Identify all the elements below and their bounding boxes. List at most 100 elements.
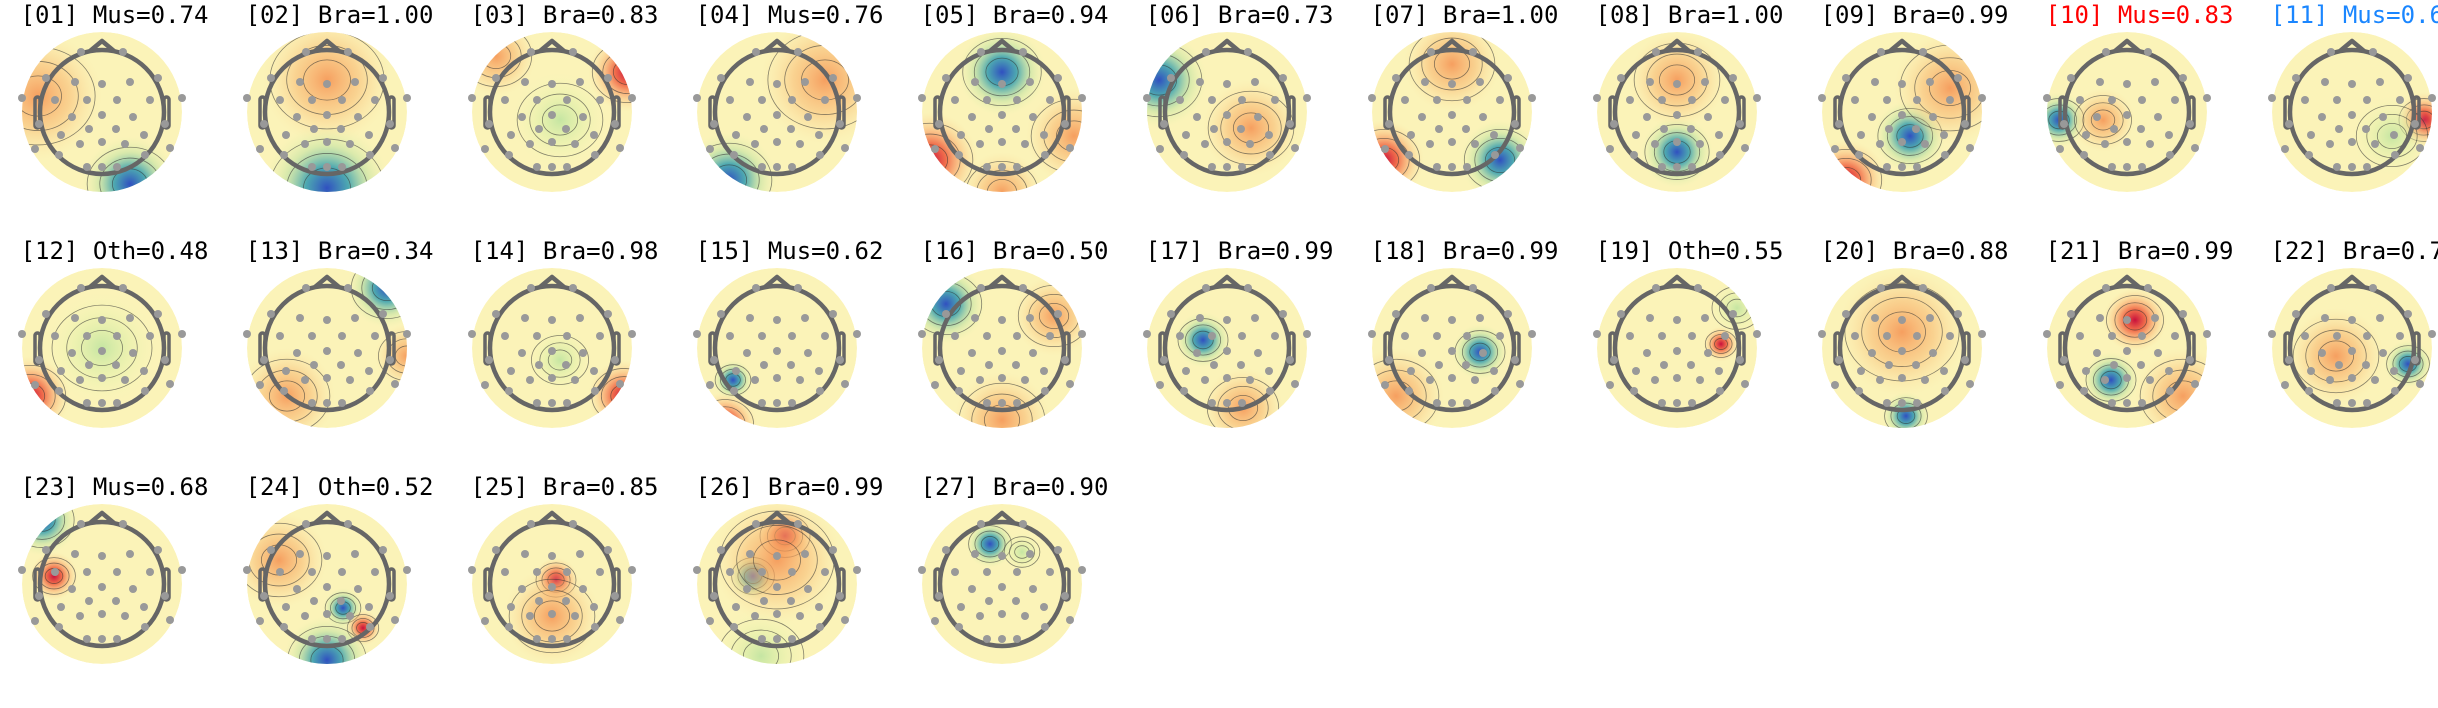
sensor-dot <box>1941 387 1949 395</box>
sensor-dot <box>1208 163 1216 171</box>
contour-line <box>1184 324 1222 356</box>
sensor-dot <box>2348 316 2356 324</box>
sensor-dot <box>2321 78 2329 86</box>
topomap <box>1593 32 1761 192</box>
left-ear-icon <box>258 331 267 366</box>
component-panel: [02] Bra=1.00 <box>227 0 452 236</box>
sensor-dot <box>1898 111 1906 119</box>
sensor-dot <box>957 131 965 139</box>
sensor-dot <box>591 387 599 395</box>
sensor-dot <box>732 131 740 139</box>
contour-line <box>2090 109 2116 131</box>
sensor-dot <box>1244 48 1252 56</box>
sensor-dot <box>998 80 1006 88</box>
sensor-dot <box>1652 48 1660 56</box>
sensor-dot <box>1857 367 1865 375</box>
sensor-dot <box>121 376 129 384</box>
sensor-dot <box>611 120 619 128</box>
sensor-dot <box>773 138 781 146</box>
sensor-dot <box>2043 94 2051 102</box>
sensor-dot <box>119 520 127 528</box>
sensor-dot <box>1835 120 1843 128</box>
contour-line <box>1709 334 1733 354</box>
sensor-dot <box>310 597 318 605</box>
sensor-dot <box>113 96 121 104</box>
left-ear-icon <box>483 567 492 602</box>
sensor-dot <box>1012 125 1020 133</box>
component-panel: [15] Mus=0.62 <box>677 236 902 472</box>
sensor-dot <box>301 376 309 384</box>
sensor-dot <box>2363 96 2371 104</box>
sensor-dot <box>1061 592 1069 600</box>
sensor-dot <box>821 96 829 104</box>
sensor-dot <box>794 520 802 528</box>
sensor-dot <box>1626 96 1634 104</box>
sensor-dot <box>1673 80 1681 88</box>
sensor-dot <box>931 145 939 153</box>
sensor-dot <box>998 399 1006 407</box>
sensor-dot <box>1871 314 1879 322</box>
right-ear-icon <box>1062 95 1071 130</box>
component-label: [02] Bra=1.00 <box>245 1 434 29</box>
sensor-dot <box>1630 387 1638 395</box>
contour-line <box>1822 149 1883 192</box>
sensor-dot <box>1687 361 1695 369</box>
sensor-dot <box>2186 356 2194 364</box>
sensor-dot <box>1966 380 1974 388</box>
contour-line <box>1192 330 1214 350</box>
sensor-dot <box>1646 78 1654 86</box>
sensor-dot <box>323 80 331 88</box>
sensor-dot <box>1593 330 1601 338</box>
nose-icon <box>763 510 791 525</box>
sensor-dot <box>1463 332 1471 340</box>
component-panel: [08] Bra=1.00 <box>1577 0 1802 236</box>
sensor-dot <box>1673 316 1681 324</box>
sensor-dot <box>2060 356 2068 364</box>
sensor-dot <box>2060 120 2068 128</box>
topomap <box>918 32 1086 192</box>
contour-line <box>980 536 1000 552</box>
sensor-dot <box>403 566 411 574</box>
sensor-dot <box>1479 349 1487 357</box>
right-ear-icon <box>1062 331 1071 366</box>
sensor-dot <box>998 347 1006 355</box>
sensor-dot <box>1054 310 1062 318</box>
sensor-dot <box>773 80 781 88</box>
sensor-dot <box>1013 399 1021 407</box>
sensor-dot <box>1660 361 1668 369</box>
sensor-dot <box>1913 163 1921 171</box>
sensor-dot <box>2379 349 2387 357</box>
sensor-dot <box>2348 138 2356 146</box>
sensor-dot <box>1688 96 1696 104</box>
sensor-dot <box>1898 163 1906 171</box>
sensor-dot <box>2067 310 2075 318</box>
sensor-dot <box>743 113 751 121</box>
contour-line <box>2386 345 2430 383</box>
left-ear-icon <box>2283 95 2292 130</box>
sensor-dot <box>526 612 534 620</box>
sensor-dot <box>1061 120 1069 128</box>
sensor-dot <box>1673 347 1681 355</box>
component-label: [04] Mus=0.76 <box>695 1 884 29</box>
sensor-dot <box>346 612 354 620</box>
sensor-dot <box>2376 78 2384 86</box>
sensor-dot <box>344 284 352 292</box>
sensor-dot <box>1286 356 1294 364</box>
sensor-dot <box>717 310 725 318</box>
sensor-dot <box>998 138 1006 146</box>
nose-icon <box>538 38 566 53</box>
sensor-dot <box>323 374 331 382</box>
sensor-dot <box>57 367 65 375</box>
sensor-dot <box>1176 332 1184 340</box>
sensor-dot <box>161 356 169 364</box>
sensor-dot <box>998 552 1006 560</box>
sensor-dot <box>942 546 950 554</box>
sensor-dot <box>829 74 837 82</box>
sensor-dot <box>323 583 331 591</box>
sensor-dot <box>1167 74 1175 82</box>
sensor-dot <box>2171 96 2179 104</box>
sensor-dot <box>2171 332 2179 340</box>
sensor-dot <box>730 623 738 631</box>
sensor-dot <box>1610 120 1618 128</box>
sensor-dot <box>569 284 577 292</box>
